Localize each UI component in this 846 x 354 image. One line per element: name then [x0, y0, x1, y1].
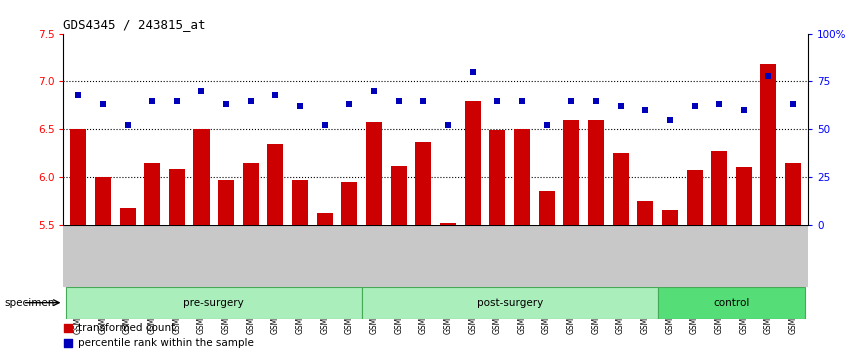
Bar [70, 129, 86, 225]
Bar [662, 210, 678, 225]
Bar [440, 223, 456, 225]
Bar [761, 64, 777, 225]
Bar [218, 180, 234, 225]
Point [170, 98, 184, 103]
Point [639, 107, 652, 113]
Bar [243, 162, 259, 225]
Text: specimen: specimen [4, 298, 55, 308]
Point [712, 102, 726, 107]
Bar [539, 191, 555, 225]
Point [367, 88, 381, 94]
Point [614, 103, 628, 109]
Bar [194, 129, 210, 225]
Text: pre-surgery: pre-surgery [184, 298, 244, 308]
Point [688, 103, 701, 109]
Point [466, 69, 480, 75]
Point [121, 122, 135, 128]
Text: post-surgery: post-surgery [476, 298, 543, 308]
Bar [95, 177, 111, 225]
Point [195, 88, 208, 94]
Text: transformed count: transformed count [78, 322, 175, 332]
Point [62, 325, 75, 330]
Bar [316, 213, 332, 225]
Bar [588, 120, 604, 225]
Point [96, 102, 110, 107]
Point [392, 98, 405, 103]
Bar [119, 207, 135, 225]
Bar [686, 170, 702, 225]
Point [515, 98, 529, 103]
Bar [464, 101, 481, 225]
Bar [144, 162, 160, 225]
Point [318, 122, 332, 128]
Text: GDS4345 / 243815_at: GDS4345 / 243815_at [63, 18, 206, 31]
Point [491, 98, 504, 103]
Point [343, 102, 356, 107]
Bar [563, 120, 580, 225]
Bar [657, 287, 805, 319]
Point [737, 107, 750, 113]
Point [540, 122, 553, 128]
Point [146, 98, 159, 103]
Bar [711, 151, 728, 225]
Point [294, 103, 307, 109]
Bar [267, 144, 283, 225]
Bar [613, 153, 629, 225]
Point [442, 122, 455, 128]
Bar [342, 182, 357, 225]
Point [269, 92, 283, 98]
Bar [785, 162, 801, 225]
Point [71, 92, 85, 98]
Bar [391, 166, 407, 225]
Bar [169, 169, 185, 225]
Point [564, 98, 578, 103]
Bar [415, 142, 431, 225]
Bar [736, 167, 752, 225]
Bar [514, 129, 530, 225]
Text: control: control [713, 298, 750, 308]
Bar [362, 287, 657, 319]
Point [62, 341, 75, 346]
Point [416, 98, 430, 103]
Point [244, 98, 257, 103]
Point [219, 102, 233, 107]
Point [589, 98, 602, 103]
Point [663, 117, 677, 122]
Bar [366, 121, 382, 225]
Bar [66, 287, 362, 319]
Point [761, 73, 775, 79]
Bar [292, 180, 308, 225]
Bar [637, 201, 653, 225]
Text: percentile rank within the sample: percentile rank within the sample [78, 338, 254, 348]
Point [787, 102, 800, 107]
Bar [489, 130, 505, 225]
